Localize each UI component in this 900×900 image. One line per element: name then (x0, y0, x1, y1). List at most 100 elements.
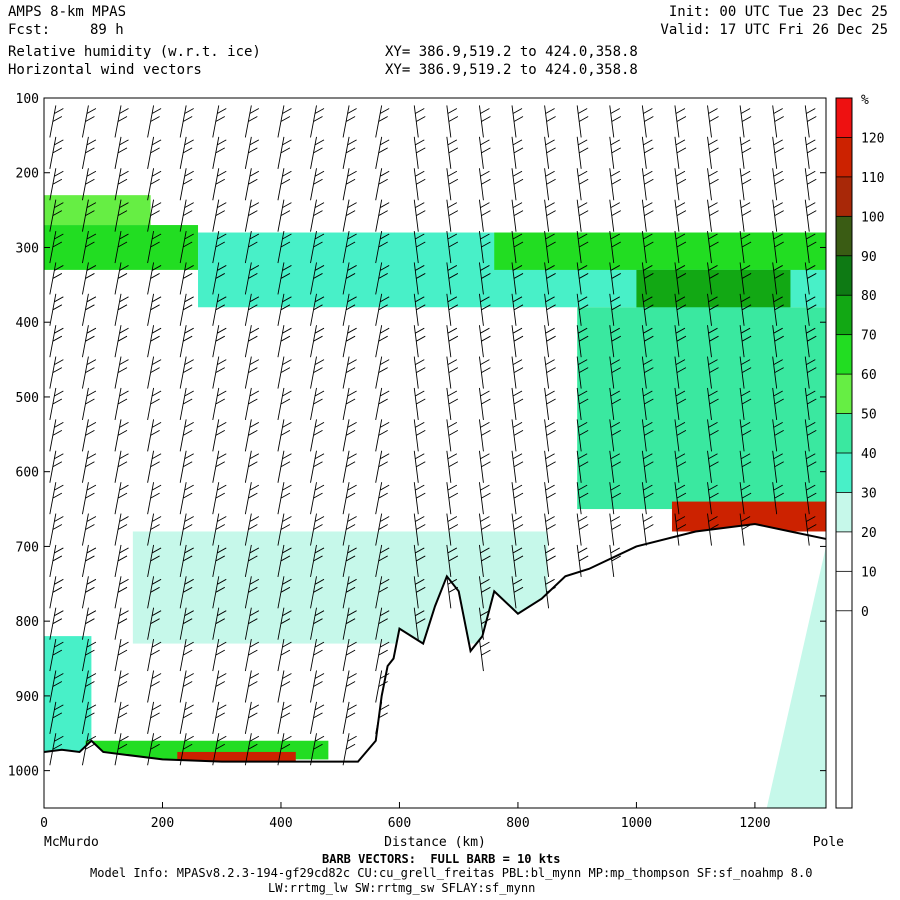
wind-barb (147, 450, 162, 483)
wind-barb (49, 482, 64, 515)
wind-barb (49, 356, 64, 389)
x-tick-label: 1200 (739, 816, 770, 831)
wind-barb (739, 105, 752, 138)
x-axis-label: Distance (km) (384, 835, 486, 850)
wind-barb (544, 513, 556, 546)
wind-barb (511, 168, 524, 201)
wind-barb (772, 293, 784, 326)
field-title-rh: Relative humidity (w.r.t. ice) (8, 44, 261, 60)
wind-barb (478, 482, 491, 515)
wind-barb (244, 136, 260, 169)
colorbar-label: 100 (861, 210, 884, 225)
wind-barb (609, 230, 621, 264)
wind-barb (804, 482, 817, 515)
colorbar-swatch (836, 295, 852, 335)
wind-barb (511, 325, 524, 358)
wind-barb (641, 168, 654, 201)
wind-barb (707, 199, 719, 232)
wind-barb (277, 136, 292, 169)
wind-barb (641, 230, 654, 264)
wind-barb (674, 356, 687, 389)
wind-barb (478, 419, 491, 452)
wind-barb (576, 450, 589, 483)
wind-barb (81, 701, 97, 734)
wind-barb (413, 419, 426, 452)
wind-barb (446, 325, 459, 358)
colorbar-label: 60 (861, 368, 877, 383)
wind-barb (511, 513, 524, 546)
colorbar-swatch (836, 334, 852, 375)
wind-barb (244, 701, 260, 734)
wind-barb (49, 230, 64, 264)
wind-barb (277, 293, 292, 326)
wind-barb (114, 607, 129, 640)
wind-barb (478, 607, 491, 640)
wind-barb (49, 199, 64, 232)
wind-barb (49, 387, 64, 421)
wind-barb (446, 230, 459, 264)
wind-barb (114, 670, 129, 703)
wind-barb (114, 293, 129, 326)
wind-barb (544, 230, 556, 264)
wind-barb (739, 230, 752, 264)
wind-barb (576, 199, 589, 232)
wind-barb (804, 450, 817, 483)
wind-barb (641, 356, 654, 389)
wind-barb (641, 136, 654, 169)
wind-barb (244, 576, 260, 609)
wind-barb (674, 450, 687, 483)
rh-layer-7 (132, 531, 548, 644)
colorbar-swatch (836, 255, 852, 296)
wind-barb (772, 387, 784, 421)
wind-barb (772, 325, 784, 358)
wind-barb (446, 544, 459, 577)
colorbar-swatch (836, 453, 852, 493)
wind-barb (49, 168, 64, 201)
x-tick-label: 800 (506, 816, 529, 831)
wind-barb (674, 262, 687, 295)
wind-barb (81, 136, 97, 169)
cross-section-xy-1: XY= 386.9,519.2 to 424.0,358.8 (385, 44, 638, 60)
wind-barb (576, 230, 589, 264)
wind-barb (446, 136, 459, 169)
wind-barb (576, 262, 589, 295)
wind-barb (609, 356, 621, 389)
x-tick-label: 1000 (621, 816, 652, 831)
wind-barb (804, 387, 817, 421)
wind-barb (772, 136, 784, 169)
cross-section-xy-2: XY= 386.9,519.2 to 424.0,358.8 (385, 62, 638, 78)
wind-barb (641, 419, 654, 452)
wind-barb (446, 199, 459, 232)
wind-barb (609, 105, 621, 138)
wind-barb (413, 607, 426, 640)
wind-barb (375, 513, 390, 546)
wind-barb (147, 387, 162, 421)
model-info-physics: LW:rrtmg_lw SW:rrtmg_sw SFLAY:sf_mynn (268, 881, 536, 895)
wind-barb (342, 607, 357, 640)
colorbar-label: 40 (861, 447, 877, 462)
wind-barb (277, 356, 292, 389)
field-title-wind: Horizontal wind vectors (8, 62, 202, 78)
wind-barb (446, 576, 459, 609)
y-tick-label: 800 (16, 615, 39, 630)
rh-layer-3 (494, 232, 826, 270)
wind-barb (707, 230, 719, 264)
barb-note: BARB VECTORS: FULL BARB = 10 kts (322, 852, 561, 866)
wind-barb (147, 356, 162, 389)
wind-barb (772, 419, 784, 452)
wind-barb (544, 136, 556, 169)
rh-layer-5 (577, 307, 826, 510)
wind-barb (544, 199, 556, 232)
x-tick-label: 200 (151, 816, 174, 831)
wind-barb (310, 262, 325, 295)
wind-barb (212, 293, 227, 326)
wind-barb (576, 419, 589, 452)
wind-barb (413, 544, 426, 577)
wind-barb (478, 639, 491, 672)
colorbar-label: 80 (861, 289, 877, 304)
wind-barb (114, 576, 129, 609)
wind-barb (342, 639, 357, 672)
wind-barb (277, 701, 292, 734)
wind-barb (179, 325, 194, 358)
wind-barb (413, 450, 426, 483)
